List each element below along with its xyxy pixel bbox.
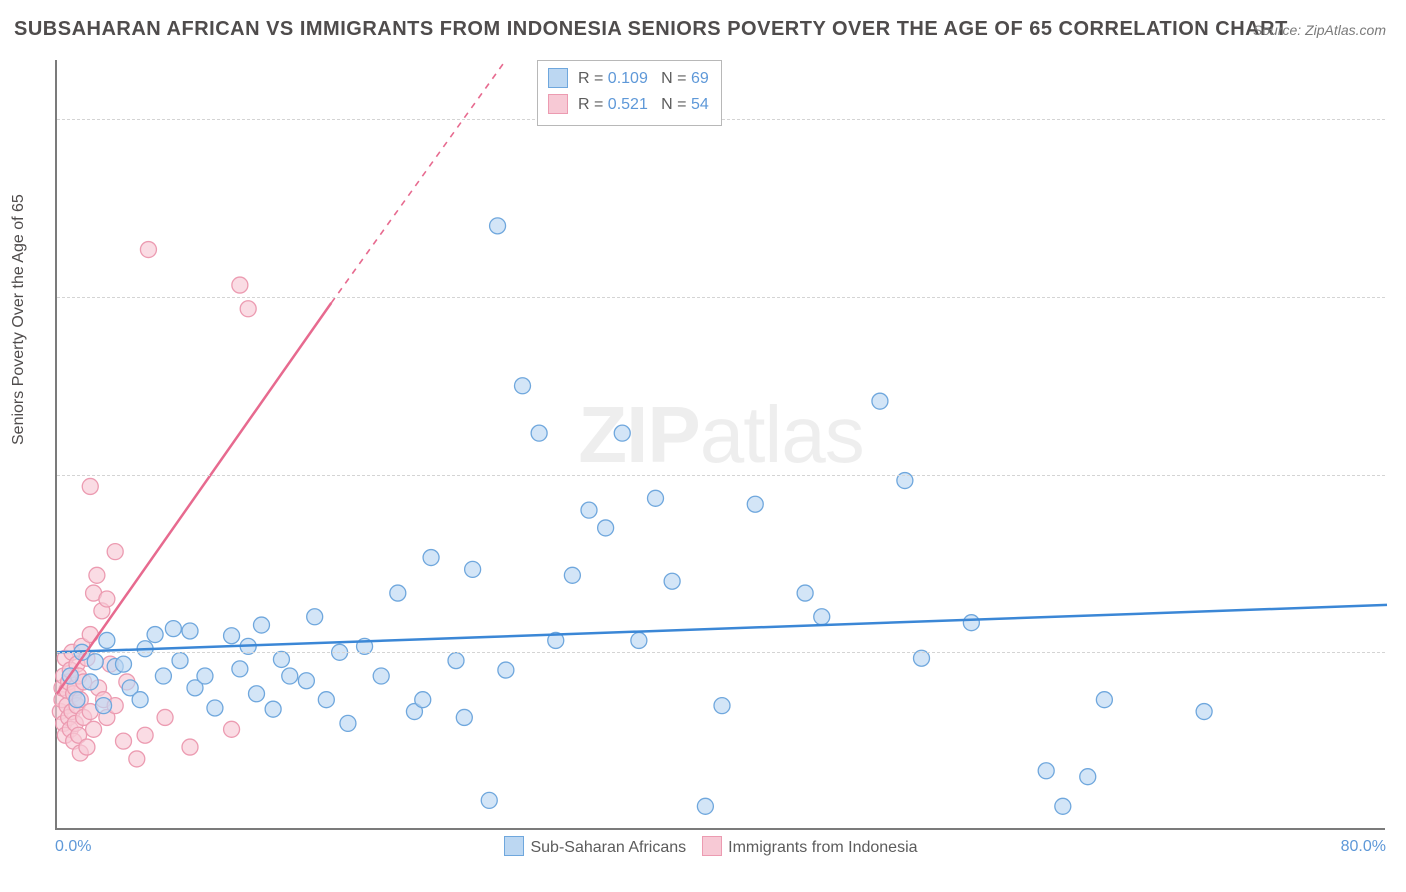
legend-swatch (504, 836, 524, 856)
point-series-a (648, 490, 664, 506)
point-series-a (465, 561, 481, 577)
point-series-a (224, 628, 240, 644)
point-series-a (373, 668, 389, 684)
point-series-a (664, 573, 680, 589)
point-series-a (581, 502, 597, 518)
point-series-a (456, 709, 472, 725)
point-series-a (69, 692, 85, 708)
point-series-b (137, 727, 153, 743)
point-series-a (172, 653, 188, 669)
point-series-a (872, 393, 888, 409)
point-series-b (79, 739, 95, 755)
point-series-a (598, 520, 614, 536)
point-series-a (631, 632, 647, 648)
point-series-b (224, 721, 240, 737)
point-series-a (448, 653, 464, 669)
point-series-b (86, 721, 102, 737)
legend-row: R = 0.521 N = 54 (548, 92, 709, 118)
point-series-a (415, 692, 431, 708)
point-series-a (498, 662, 514, 678)
point-series-b (99, 591, 115, 607)
point-series-a (814, 609, 830, 625)
point-series-a (116, 656, 132, 672)
point-series-a (307, 609, 323, 625)
point-series-a (423, 550, 439, 566)
point-series-a (165, 621, 181, 637)
chart-title: SUBSAHARAN AFRICAN VS IMMIGRANTS FROM IN… (14, 18, 1288, 41)
series-legend: Sub-Saharan Africans Immigrants from Indo… (0, 836, 1406, 857)
n-value: 54 (691, 96, 709, 113)
correlation-legend: R = 0.109 N = 69R = 0.521 N = 54 (537, 60, 722, 126)
point-series-a (249, 686, 265, 702)
point-series-b (82, 478, 98, 494)
point-series-b (232, 277, 248, 293)
point-series-a (182, 623, 198, 639)
point-series-a (282, 668, 298, 684)
legend-swatch (702, 836, 722, 856)
point-series-a (340, 715, 356, 731)
point-series-a (963, 615, 979, 631)
legend-label: Sub-Saharan Africans (530, 839, 686, 856)
point-series-a (614, 425, 630, 441)
point-series-a (298, 673, 314, 689)
point-series-a (147, 627, 163, 643)
y-axis-label: Seniors Poverty Over the Age of 65 (10, 194, 28, 445)
point-series-a (232, 661, 248, 677)
plot-area: ZIPatlas 15.0%30.0%45.0%60.0% (55, 60, 1385, 830)
trendline-series-b-extrapolated (331, 60, 506, 303)
point-series-a (390, 585, 406, 601)
legend-label: Immigrants from Indonesia (728, 839, 917, 856)
legend-swatch (548, 68, 568, 88)
point-series-a (87, 654, 103, 670)
point-series-a (155, 668, 171, 684)
point-series-b (107, 544, 123, 560)
point-series-b (116, 733, 132, 749)
r-value: 0.109 (608, 70, 648, 87)
point-series-b (157, 709, 173, 725)
point-series-a (197, 668, 213, 684)
point-series-a (318, 692, 334, 708)
chart-svg (57, 60, 1385, 828)
gridline (57, 475, 1385, 476)
point-series-a (253, 617, 269, 633)
point-series-a (265, 701, 281, 717)
point-series-a (273, 651, 289, 667)
point-series-a (99, 632, 115, 648)
point-series-b (240, 301, 256, 317)
point-series-a (1055, 798, 1071, 814)
r-value: 0.521 (608, 96, 648, 113)
point-series-a (481, 792, 497, 808)
point-series-a (1038, 763, 1054, 779)
point-series-a (797, 585, 813, 601)
point-series-a (490, 218, 506, 234)
point-series-a (82, 674, 98, 690)
n-value: 69 (691, 70, 709, 87)
gridline (57, 652, 1385, 653)
point-series-a (1080, 769, 1096, 785)
point-series-a (747, 496, 763, 512)
point-series-a (531, 425, 547, 441)
source-label: Source: ZipAtlas.com (1253, 22, 1386, 38)
point-series-b (182, 739, 198, 755)
point-series-a (1096, 692, 1112, 708)
point-series-a (207, 700, 223, 716)
legend-row: R = 0.109 N = 69 (548, 66, 709, 92)
point-series-b (140, 242, 156, 258)
point-series-b (129, 751, 145, 767)
point-series-a (132, 692, 148, 708)
gridline (57, 297, 1385, 298)
legend-swatch (548, 94, 568, 114)
point-series-b (89, 567, 105, 583)
point-series-a (515, 378, 531, 394)
point-series-a (1196, 704, 1212, 720)
point-series-a (564, 567, 580, 583)
point-series-a (714, 698, 730, 714)
point-series-a (697, 798, 713, 814)
point-series-a (96, 698, 112, 714)
